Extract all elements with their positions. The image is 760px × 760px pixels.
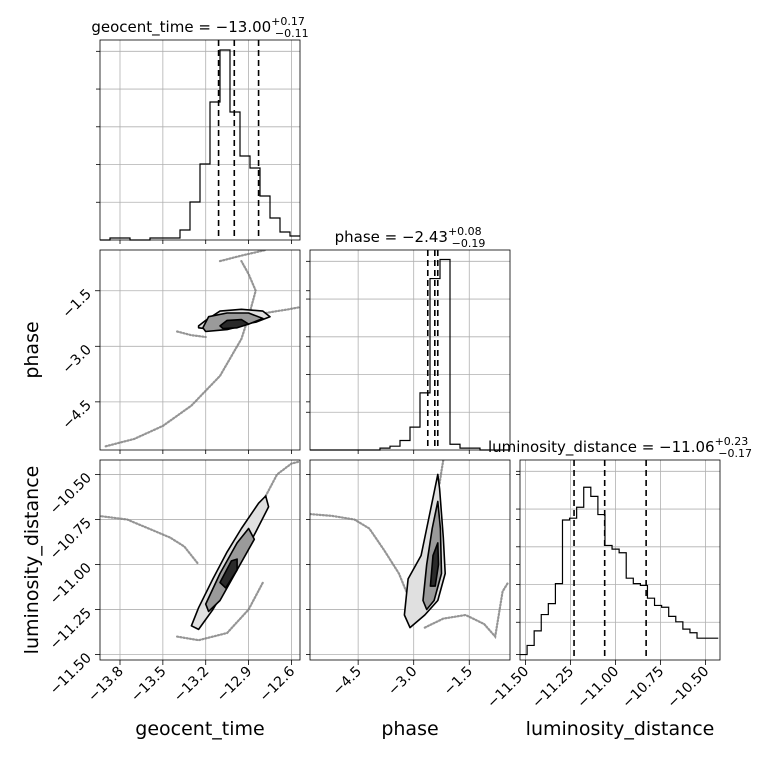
yaxis-luminosity-distance-ticklabel-4: −10.50 — [47, 470, 95, 518]
hist-luminosity-distance-title: luminosity_distance = −11.06+0.23 −0.17 — [488, 435, 752, 460]
xaxis-geocent-time-label: geocent_time — [135, 718, 264, 740]
yaxis-phase-ticklabel-1: −3.0 — [59, 342, 94, 377]
xaxis-geocent-time-ticklabel-0: −13.8 — [85, 664, 127, 706]
yaxis-luminosity-distance-ticklabel-3: −10.75 — [47, 515, 95, 563]
hist-luminosity-distance-border — [519, 459, 721, 661]
scatter-phase-vs-geocent-time-border — [99, 249, 301, 451]
scatter-luminosity-distance-vs-geocent-time-samples-2 — [264, 460, 300, 498]
yaxis-phase-ticklabel-2: −1.5 — [59, 286, 94, 321]
xaxis-luminosity-distance-ticklabel-1: −11.25 — [529, 664, 577, 712]
scatter-luminosity-distance-vs-phase-background — [310, 460, 510, 660]
scatter-luminosity-distance-vs-geocent-time-contour-2 — [219, 558, 238, 589]
scatter-luminosity-distance-vs-phase-contour-2 — [429, 542, 440, 587]
xaxis-luminosity-distance-ticklabel-2: −11.00 — [574, 664, 622, 712]
hist-luminosity-distance-title-minus: −0.17 — [718, 447, 752, 460]
hist-phase-title-plus: +0.08 — [448, 225, 482, 238]
hist-phase-title-main: phase = −2.43 — [335, 228, 448, 246]
xaxis-geocent-time-ticklabel-4: −12.6 — [257, 663, 299, 705]
scatter-phase-vs-geocent-time-samples-1 — [218, 250, 267, 263]
scatter-phase-vs-geocent-time-content — [104, 250, 300, 448]
xaxis-luminosity-distance-label: luminosity_distance — [526, 718, 715, 740]
hist-geocent-time-title-main: geocent_time = −13.00 — [91, 18, 271, 37]
hist-geocent-time-border — [99, 39, 301, 241]
xaxis-geocent-time-ticklabel-3: −12.9 — [214, 664, 256, 706]
scatter-phase-vs-geocent-time-samples-0 — [104, 260, 257, 448]
scatter-phase-vs-geocent-time-samples-3 — [176, 330, 207, 339]
xaxis-phase-ticklabel-2: −1.5 — [441, 664, 476, 699]
scatter-luminosity-distance-vs-phase-content — [310, 460, 510, 640]
yaxis-phase-label: phase — [21, 321, 43, 378]
yaxis-luminosity-distance-ticklabel-2: −11.00 — [47, 560, 95, 608]
hist-luminosity-distance-title-main: luminosity_distance = −11.06 — [488, 438, 715, 457]
scatter-luminosity-distance-vs-geocent-time-content — [100, 460, 300, 642]
hist-geocent-time-background — [100, 40, 300, 240]
hist-geocent-time-title-minus: −0.11 — [275, 27, 309, 40]
yaxis-luminosity-distance-label: luminosity_distance — [21, 466, 43, 655]
yaxis-phase-ticklabel-0: −4.5 — [59, 397, 94, 432]
scatter-luminosity-distance-vs-phase-samples-2 — [438, 460, 445, 485]
hist-phase-border — [309, 249, 511, 451]
xaxis-luminosity-distance-ticklabel-3: −10.75 — [619, 664, 667, 712]
xaxis-phase-label: phase — [381, 718, 438, 740]
xaxis-luminosity-distance-ticklabel-4: −10.50 — [664, 664, 712, 712]
scatter-phase-vs-geocent-time-background — [100, 250, 300, 450]
hist-geocent-time-title: geocent_time = −13.00+0.17 −0.11 — [91, 15, 308, 40]
scatter-luminosity-distance-vs-geocent-time-samples-0 — [100, 514, 200, 566]
xaxis-luminosity-distance-ticklabel-0: −11.50 — [484, 664, 532, 712]
xaxis-phase-ticklabel-1: −3.0 — [385, 664, 420, 699]
hist-luminosity-distance-title-plus: +0.23 — [715, 435, 749, 448]
xaxis-phase-ticklabel-0: −4.5 — [330, 664, 365, 699]
hist-luminosity-distance-step — [520, 486, 719, 656]
hist-geocent-time-title-plus: +0.17 — [271, 15, 305, 28]
xaxis-geocent-time-ticklabel-1: −13.5 — [128, 664, 170, 706]
hist-luminosity-distance-background — [520, 460, 720, 660]
scatter-luminosity-distance-vs-phase-samples-1 — [423, 581, 510, 640]
xaxis-geocent-time-ticklabel-2: −13.2 — [171, 664, 213, 706]
scatter-phase-vs-geocent-time-samples-2 — [264, 306, 300, 315]
scatter-luminosity-distance-vs-phase-border — [309, 459, 511, 661]
hist-phase-background — [310, 250, 510, 450]
yaxis-luminosity-distance-ticklabel-1: −11.25 — [47, 605, 95, 653]
scatter-luminosity-distance-vs-geocent-time-samples-1 — [176, 581, 264, 642]
hist-phase-title: phase = −2.43+0.08 −0.19 — [335, 225, 486, 250]
scatter-luminosity-distance-vs-geocent-time-border — [99, 459, 301, 661]
scatter-phase-vs-geocent-time-contour-2 — [219, 318, 250, 330]
hist-phase-title-minus: −0.19 — [452, 237, 486, 250]
